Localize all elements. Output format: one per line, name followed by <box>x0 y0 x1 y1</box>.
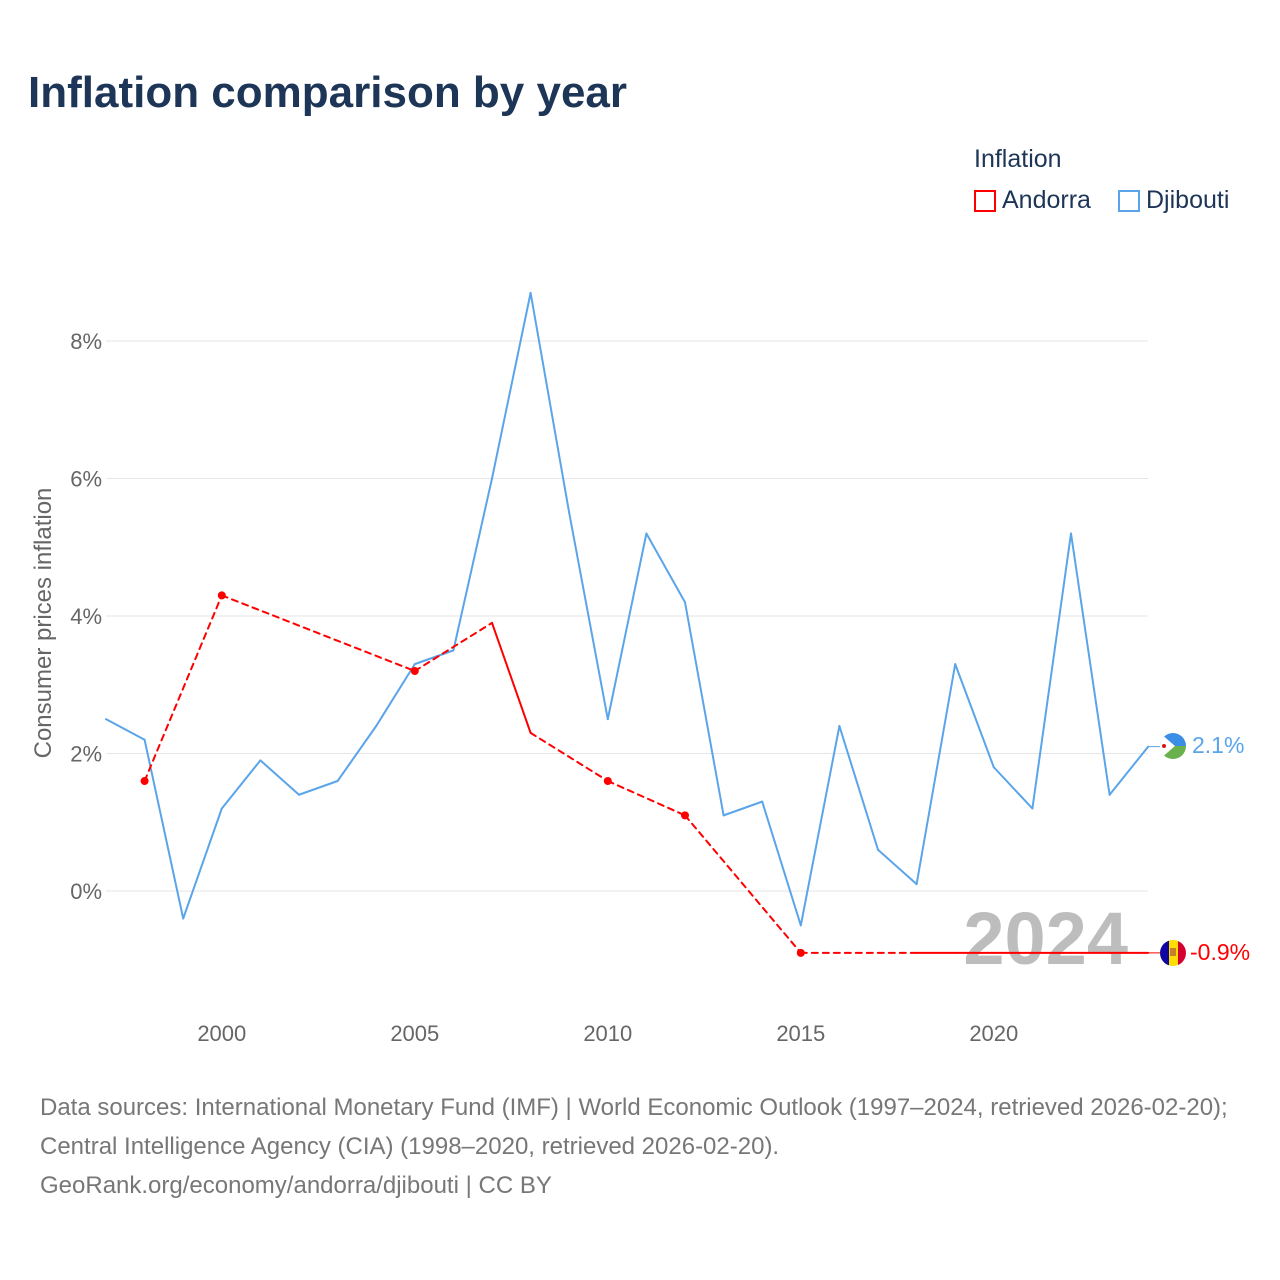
x-tick-label: 2005 <box>390 1021 439 1046</box>
djibouti-segment <box>413 649 455 666</box>
legend-label-andorra: Andorra <box>1002 186 1091 214</box>
y-tick-label: 8% <box>70 329 102 354</box>
djibouti-segment <box>838 725 879 851</box>
legend-swatch-andorra <box>974 189 996 212</box>
y-tick-label: 6% <box>70 467 102 492</box>
andorra-point <box>796 948 805 957</box>
andorra-point <box>603 777 612 785</box>
x-tick-label: 2015 <box>776 1021 825 1046</box>
djibouti-segment <box>1031 532 1072 810</box>
data-sources-text: Data sources: International Monetary Fun… <box>40 1094 1228 1160</box>
legend-item-djibouti[interactable]: Djibouti <box>1118 186 1229 215</box>
andorra-point <box>140 777 149 785</box>
djibouti-segment <box>722 800 764 817</box>
x-tick-label: 2010 <box>583 1021 632 1046</box>
andorra-flag-icon <box>1160 940 1186 966</box>
djibouti-segment <box>684 601 725 817</box>
djibouti-segment <box>568 511 609 721</box>
andorra-segment <box>529 731 609 782</box>
y-tick-label: 2% <box>70 742 102 767</box>
legend-swatch-djibouti <box>1118 189 1140 212</box>
andorra-segment <box>606 780 686 817</box>
djibouti-segment <box>1108 745 1150 796</box>
djibouti-segment <box>105 718 146 741</box>
andorra-segment <box>143 594 223 782</box>
andorra-segment <box>220 594 416 672</box>
y-axis-label: Consumer prices inflation <box>30 488 57 759</box>
djibouti-segment <box>336 725 378 782</box>
djibouti-segment <box>799 725 841 927</box>
djibouti-segment <box>143 738 185 920</box>
y-tick-label: 0% <box>70 879 102 904</box>
legend-title: Inflation <box>974 145 1062 173</box>
djibouti-segment <box>877 848 918 886</box>
andorra-point <box>217 591 226 600</box>
djibouti-flag-icon <box>1160 733 1186 759</box>
djibouti-segment <box>1070 532 1111 796</box>
djibouti-segment <box>529 291 571 514</box>
andorra-segment <box>491 621 532 734</box>
andorra-point <box>410 667 419 675</box>
legend-label-djibouti: Djibouti <box>1146 186 1230 214</box>
credit-link[interactable]: GeoRank.org/economy/andorra/djibouti | C… <box>40 1172 552 1199</box>
watermark-year: 2024 <box>963 897 1128 980</box>
andorra-segment <box>413 621 493 672</box>
x-tick-label: 2020 <box>969 1021 1018 1046</box>
djibouti-segment <box>182 807 223 920</box>
end-label-djibouti: 2.1% <box>1192 732 1244 758</box>
sources-note: Data sources: International Monetary Fun… <box>40 1088 1250 1205</box>
djibouti-segment <box>220 759 262 810</box>
djibouti-segment <box>452 477 493 652</box>
djibouti-segment <box>606 532 648 721</box>
djibouti-segment <box>491 291 532 480</box>
line-chart: 0% 2% 4% 6% 8% 2000 2005 2010 2015 2020 2024 Cons… <box>30 291 1250 1046</box>
andorra-segment <box>684 814 802 954</box>
djibouti-segment <box>992 766 1034 810</box>
djibouti-segment <box>298 780 339 796</box>
end-label-andorra: -0.9% <box>1190 939 1250 965</box>
y-tick-label: 4% <box>70 604 102 629</box>
djibouti-segment <box>259 759 300 796</box>
djibouti-segment <box>954 663 995 769</box>
djibouti-segment <box>915 663 957 886</box>
andorra-point <box>681 811 689 820</box>
djibouti-segment <box>645 532 686 604</box>
legend-item-andorra[interactable]: Andorra <box>974 186 1091 215</box>
x-tick-label: 2000 <box>197 1021 246 1046</box>
chart-title: Inflation comparison by year <box>28 68 628 117</box>
djibouti-segment <box>761 800 802 927</box>
djibouti-segment <box>375 663 416 727</box>
